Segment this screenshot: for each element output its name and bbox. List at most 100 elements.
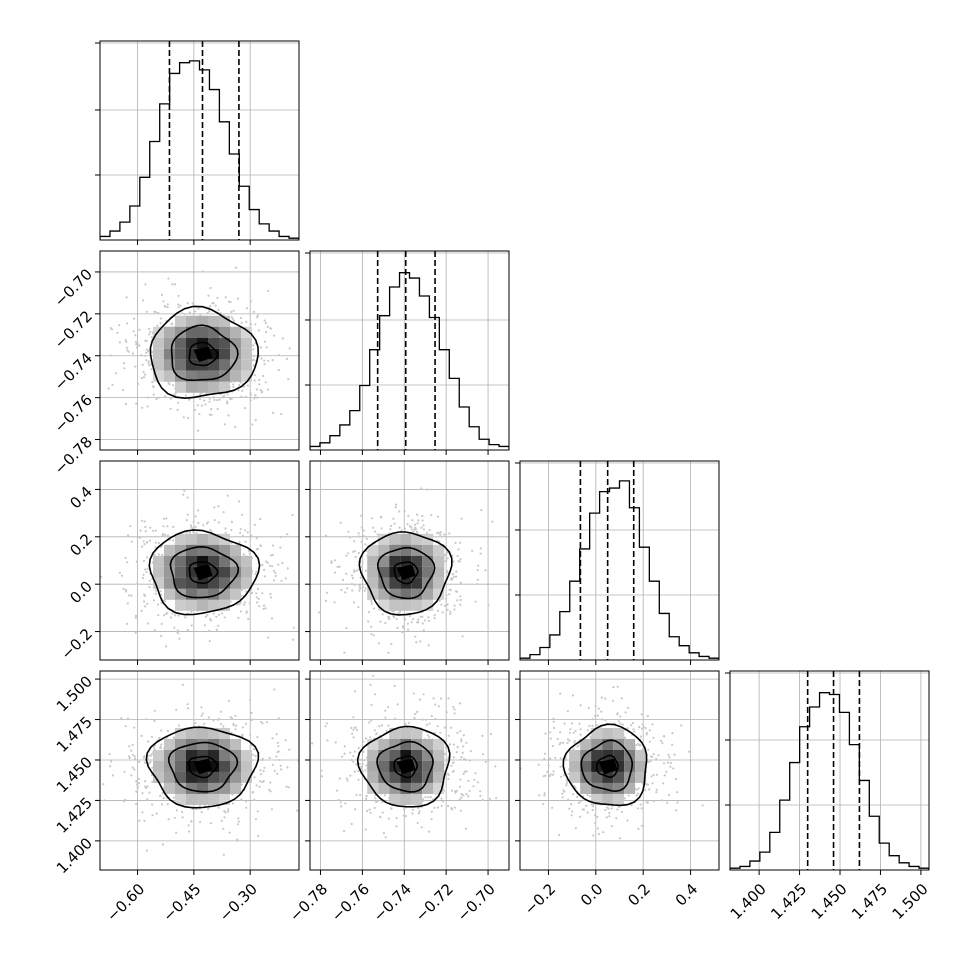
density-cell — [219, 749, 231, 761]
sample-point — [605, 816, 608, 819]
sample-point — [224, 527, 227, 530]
sample-point — [184, 394, 187, 397]
sample-point — [462, 794, 465, 797]
sample-point — [447, 697, 450, 700]
sample-point — [462, 745, 465, 748]
sample-point — [146, 567, 149, 571]
sample-point — [131, 753, 135, 757]
sample-point — [420, 826, 423, 829]
sample-point — [395, 617, 398, 621]
density-cell — [219, 793, 231, 805]
sample-point — [262, 374, 265, 378]
sample-point — [141, 577, 145, 580]
sample-point — [145, 339, 148, 343]
sample-point — [426, 734, 429, 737]
sample-point — [592, 805, 595, 808]
panel-2-1 — [305, 460, 510, 665]
density-cell — [208, 577, 220, 589]
sample-point — [467, 795, 470, 798]
sample-point — [659, 739, 663, 743]
density-cell — [378, 555, 390, 567]
sample-point — [444, 746, 447, 749]
panel-frame — [519, 670, 720, 871]
sample-point — [124, 798, 127, 802]
density-cell — [186, 370, 198, 382]
sample-point — [241, 534, 245, 538]
density-cell — [613, 771, 625, 783]
sample-point — [458, 798, 461, 801]
sample-point — [648, 729, 651, 732]
panel-content — [317, 487, 494, 654]
density-cell — [219, 555, 231, 567]
sample-point — [422, 524, 425, 527]
sample-point — [301, 794, 303, 796]
sample-point — [192, 520, 195, 523]
sample-point — [156, 324, 159, 327]
sample-point — [128, 745, 131, 748]
sample-point — [118, 324, 121, 327]
sample-point — [568, 731, 572, 734]
sample-point — [265, 721, 269, 724]
sample-point — [161, 791, 164, 795]
sample-point — [453, 708, 456, 711]
sample-point — [436, 609, 440, 612]
sample-point — [453, 712, 456, 715]
sample-point — [637, 827, 640, 831]
sample-point — [244, 800, 248, 803]
sample-point — [340, 588, 343, 592]
sample-point — [125, 340, 128, 343]
sample-point — [219, 312, 222, 315]
sample-point — [262, 770, 265, 773]
sample-point — [122, 587, 125, 591]
sample-point — [216, 408, 219, 411]
sample-point — [559, 765, 562, 768]
density-cell — [197, 381, 209, 393]
sample-point — [241, 513, 244, 516]
sample-point — [211, 302, 214, 305]
density-cell — [378, 771, 390, 783]
sample-point — [352, 716, 355, 719]
sample-point — [443, 726, 446, 729]
sample-point — [262, 607, 265, 610]
sample-point — [144, 605, 147, 608]
contour-level — [393, 755, 418, 779]
sample-point — [193, 408, 196, 411]
density-cell — [208, 760, 220, 772]
sample-point — [269, 790, 272, 793]
sample-point — [166, 803, 169, 806]
sample-point — [559, 731, 562, 734]
sample-point — [143, 761, 146, 764]
y-tick-label: −0.78 — [51, 433, 96, 478]
sample-point — [177, 614, 180, 617]
sample-point — [335, 789, 338, 792]
x-tick-label: −0.60 — [103, 880, 148, 925]
contour-level — [376, 740, 434, 793]
sample-point — [637, 787, 640, 790]
sample-point — [274, 574, 277, 578]
sample-point — [479, 794, 482, 798]
sample-point — [263, 363, 266, 366]
sample-point — [411, 812, 414, 815]
sample-point — [284, 577, 287, 580]
sample-point — [357, 769, 360, 773]
sample-point — [125, 296, 128, 299]
sample-point — [445, 711, 448, 714]
sample-point — [339, 801, 342, 804]
density-cell — [186, 771, 198, 783]
sample-point — [617, 720, 621, 723]
sample-point — [277, 354, 280, 357]
sample-point — [267, 636, 270, 639]
sample-point — [587, 706, 590, 710]
sample-point — [395, 816, 398, 820]
sample-point — [368, 721, 371, 724]
sample-point — [213, 506, 216, 509]
sample-point — [166, 729, 169, 733]
density-cell — [164, 555, 176, 567]
histogram-1 — [310, 272, 509, 450]
panel-frame — [519, 460, 720, 661]
sample-point — [645, 732, 649, 735]
sample-point — [579, 733, 582, 736]
density-cell — [208, 782, 220, 794]
sample-point — [360, 565, 363, 568]
density-cell — [175, 533, 187, 545]
